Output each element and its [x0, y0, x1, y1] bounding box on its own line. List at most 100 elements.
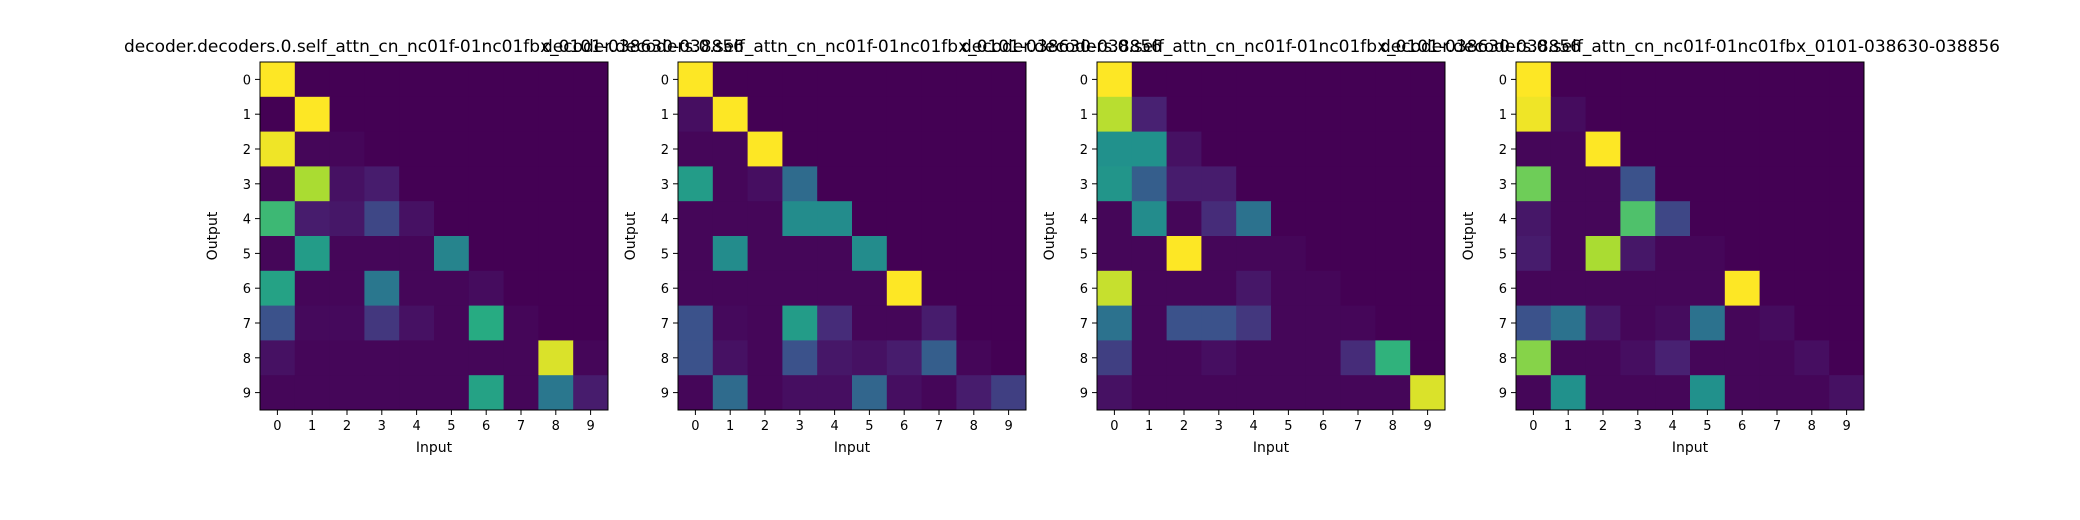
heatmap-cell-r2-c9 [991, 131, 1027, 167]
heatmap-cell-r5-c9 [1829, 236, 1865, 272]
heatmap-cell-r1-c2 [329, 96, 365, 133]
heatmap-cell-r9-c8 [1375, 375, 1411, 411]
heatmap-cell-r1-c6 [1305, 96, 1342, 133]
heatmap-cell-r9-c4 [1236, 375, 1272, 411]
heatmap-cell-r5-c4 [1236, 236, 1272, 272]
heatmap-cell-r0-c5 [434, 62, 470, 98]
heatmap-cell-r1-c1 [1131, 96, 1168, 133]
y-tick-label: 4 [661, 213, 669, 228]
heatmap-cell-r0-c2 [1585, 62, 1621, 98]
heatmap-cell-r0-c0 [1097, 62, 1133, 98]
heatmap-cell-r0-c7 [1759, 62, 1795, 98]
heatmap-cell-r0-c3 [782, 62, 818, 98]
heatmap-cell-r2-c7 [1340, 131, 1376, 167]
heatmap-cell-r9-c1 [1550, 375, 1587, 411]
x-tick-label: 7 [935, 419, 943, 434]
y-tick-label: 3 [1080, 178, 1088, 193]
heatmap-cell-r3-c5 [1271, 166, 1307, 202]
heatmap-cell-r1-c7 [1340, 96, 1376, 133]
y-tick-label: 6 [661, 282, 669, 297]
heatmap-cell-r5-c7 [921, 236, 957, 272]
heatmap-cell-r3-c7 [921, 166, 957, 202]
x-tick-label: 2 [1180, 419, 1188, 434]
heatmap-cell-r5-c7 [1759, 236, 1795, 272]
heatmap-cell-r6-c0 [1097, 270, 1133, 307]
heatmap-cell-r6-c5 [434, 270, 470, 307]
heatmap-cell-r1-c6 [1724, 96, 1761, 133]
heatmap-cell-r6-c4 [399, 270, 435, 307]
heatmap-cell-r5-c0 [1516, 236, 1552, 272]
heatmap-cell-r7-c0 [1516, 305, 1552, 341]
heatmap-cell-r5-c2 [329, 236, 365, 272]
heatmap-cell-r5-c1 [712, 236, 749, 272]
heatmap-cell-r4-c3 [782, 201, 818, 237]
y-tick-label: 7 [243, 317, 251, 332]
heatmap-cell-r6-c9 [991, 270, 1027, 307]
heatmap-cell-r8-c7 [1759, 340, 1795, 376]
y-tick-label: 1 [661, 108, 669, 123]
heatmap-cell-r4-c1 [1550, 201, 1587, 237]
heatmap-cell-r3-c6 [886, 166, 923, 202]
heatmap-cell-r7-c6 [1305, 305, 1342, 341]
x-tick-label: 1 [308, 419, 316, 434]
x-axis-label: Input [416, 440, 453, 456]
heatmap-cell-r2-c2 [1166, 131, 1202, 167]
y-tick-label: 8 [243, 352, 251, 367]
heatmap-cell-r2-c2 [1585, 131, 1621, 167]
y-tick-label: 2 [661, 143, 669, 158]
heatmap-cell-r9-c5 [1271, 375, 1307, 411]
heatmap-cell-r7-c7 [503, 305, 539, 341]
y-tick-label: 7 [1080, 317, 1088, 332]
y-tick-label: 7 [661, 317, 669, 332]
heatmap-cell-r5-c1 [1131, 236, 1168, 272]
heatmap-cell-r8-c1 [712, 340, 749, 376]
heatmap-cell-r4-c1 [1131, 201, 1168, 237]
heatmap-cell-r5-c3 [782, 236, 818, 272]
x-tick-label: 2 [343, 419, 351, 434]
heatmap-cell-r1-c9 [1410, 96, 1446, 133]
heatmap-cell-r7-c9 [1829, 305, 1865, 341]
heatmap-cell-r9-c7 [503, 375, 539, 411]
heatmap-cell-r2-c8 [538, 131, 574, 167]
heatmap-cell-r7-c5 [434, 305, 470, 341]
x-tick-label: 3 [796, 419, 804, 434]
heatmap-cell-r7-c9 [573, 305, 609, 341]
y-tick-label: 4 [1499, 213, 1507, 228]
heatmap-cell-r7-c4 [399, 305, 435, 341]
heatmap-cell-r7-c3 [782, 305, 818, 341]
heatmap-cell-r4-c0 [1097, 201, 1133, 237]
y-tick-label: 8 [1080, 352, 1088, 367]
heatmap-cell-r6-c3 [782, 270, 818, 307]
heatmap-cell-r7-c4 [1655, 305, 1691, 341]
heatmap-cell-r3-c0 [1097, 166, 1133, 202]
heatmap-cell-r4-c9 [991, 201, 1027, 237]
heatmap-cell-r0-c8 [1375, 62, 1411, 98]
heatmap-cell-r8-c7 [1340, 340, 1376, 376]
heatmap-cell-r2-c6 [1724, 131, 1761, 167]
heatmap-cell-r9-c2 [747, 375, 783, 411]
heatmap-cell-r0-c6 [1305, 62, 1342, 98]
heatmap-cell-r0-c3 [364, 62, 400, 98]
heatmap-cell-r1-c3 [364, 96, 400, 133]
heatmap-cell-r4-c3 [1201, 201, 1237, 237]
heatmap-cell-r6-c8 [1375, 270, 1411, 307]
heatmap-cell-r6-c1 [1550, 270, 1587, 307]
heatmap-cell-r5-c5 [434, 236, 470, 272]
heatmap-cell-r8-c5 [434, 340, 470, 376]
heatmap-cell-r1-c9 [573, 96, 609, 133]
heatmap-cell-r2-c4 [1655, 131, 1691, 167]
heatmap-cell-r6-c5 [1690, 270, 1726, 307]
heatmap-cell-r6-c6 [468, 270, 505, 307]
heatmap-cell-r6-c9 [1829, 270, 1865, 307]
heatmap-cell-r7-c5 [852, 305, 888, 341]
y-tick-label: 1 [1080, 108, 1088, 123]
y-tick-label: 6 [1080, 282, 1088, 297]
heatmap-cell-r3-c4 [1655, 166, 1691, 202]
heatmap-cell-r9-c6 [886, 375, 923, 411]
heatmap-cell-r3-c1 [294, 166, 331, 202]
heatmap-cell-r0-c7 [503, 62, 539, 98]
heatmap-cell-r8-c7 [503, 340, 539, 376]
heatmap-cell-r1-c3 [1620, 96, 1656, 133]
y-tick-label: 9 [1080, 387, 1088, 402]
heatmap-cell-r7-c1 [294, 305, 331, 341]
